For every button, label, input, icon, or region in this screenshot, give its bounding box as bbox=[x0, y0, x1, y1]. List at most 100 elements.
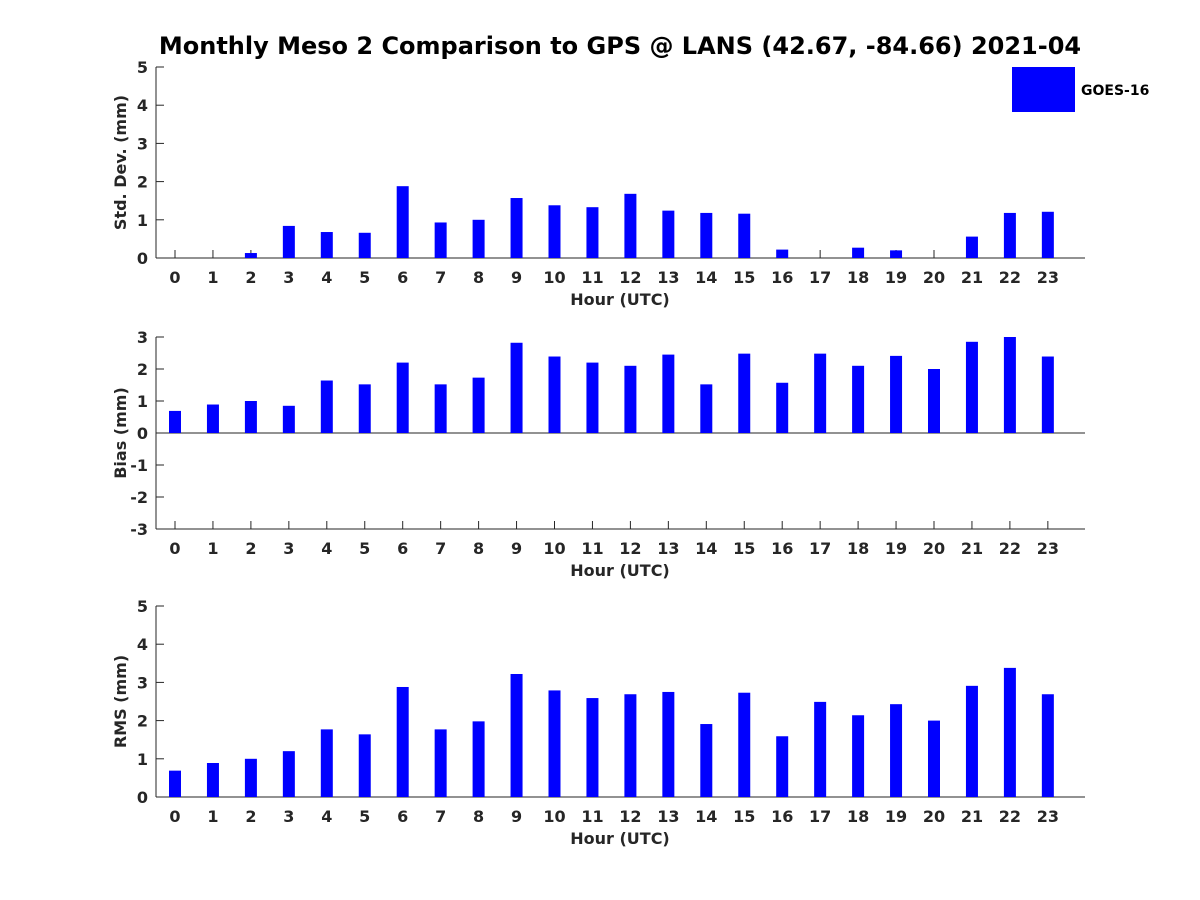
rms-bar-hour-8 bbox=[472, 721, 485, 797]
std-dev-bar-hour-22 bbox=[1003, 212, 1016, 258]
bias-bar-hour-16 bbox=[776, 382, 789, 433]
std-dev-y-tick-label: 4 bbox=[137, 96, 148, 115]
rms-bar-hour-6 bbox=[396, 686, 409, 797]
rms-bar-hour-22 bbox=[1003, 667, 1016, 797]
bias-bar-hour-1 bbox=[206, 404, 219, 433]
bias-bar-hour-19 bbox=[890, 355, 903, 433]
bias-bar-hour-11 bbox=[586, 362, 599, 433]
std-dev-x-tick-label: 11 bbox=[581, 268, 603, 287]
rms-bar-hour-18 bbox=[852, 715, 865, 797]
bias-x-tick-label: 10 bbox=[543, 539, 565, 558]
rms-x-tick-label: 6 bbox=[397, 807, 408, 826]
rms-bar-hour-23 bbox=[1041, 694, 1054, 797]
bias-x-tick-label: 19 bbox=[885, 539, 907, 558]
rms-y-axis-label: RMS (mm) bbox=[111, 655, 130, 748]
bias-x-tick-label: 3 bbox=[283, 539, 294, 558]
rms-bar-hour-15 bbox=[738, 692, 751, 797]
bias-x-tick-label: 12 bbox=[619, 539, 641, 558]
bias-x-tick-label: 16 bbox=[771, 539, 793, 558]
std-dev-bar-hour-10 bbox=[548, 205, 561, 258]
rms-x-tick-label: 15 bbox=[733, 807, 755, 826]
rms-x-tick-label: 13 bbox=[657, 807, 679, 826]
bias-bar-hour-5 bbox=[358, 384, 371, 433]
std-dev-x-tick-label: 23 bbox=[1037, 268, 1059, 287]
std-dev-x-tick-label: 17 bbox=[809, 268, 831, 287]
bias-bar-hour-7 bbox=[434, 384, 447, 433]
bias-bar-hour-0 bbox=[169, 410, 181, 433]
std-dev-x-tick-label: 12 bbox=[619, 268, 641, 287]
bias-y-tick-label: 2 bbox=[137, 360, 148, 379]
std-dev-bar-hour-16 bbox=[776, 249, 789, 258]
rms-bar-hour-4 bbox=[320, 729, 333, 797]
bias-x-tick-label: 23 bbox=[1037, 539, 1059, 558]
bias-bar-hour-17 bbox=[814, 353, 827, 433]
rms-bar-hour-7 bbox=[434, 729, 447, 797]
rms-bar-hour-9 bbox=[510, 673, 523, 797]
bias-x-tick-label: 21 bbox=[961, 539, 983, 558]
std-dev-bar-hour-21 bbox=[965, 236, 978, 258]
std-dev-x-axis-label: Hour (UTC) bbox=[570, 290, 670, 309]
std-dev-bar-hour-13 bbox=[662, 210, 675, 258]
rms-x-tick-label: 7 bbox=[435, 807, 446, 826]
bias-bar-hour-6 bbox=[396, 362, 409, 433]
bias-bar-hour-2 bbox=[244, 401, 257, 433]
rms-x-tick-label: 5 bbox=[359, 807, 370, 826]
legend: GOES-16 bbox=[1012, 67, 1149, 112]
std-dev-bar-hour-2 bbox=[244, 253, 257, 258]
bias-y-tick-label: 1 bbox=[137, 392, 148, 411]
rms-x-tick-label: 16 bbox=[771, 807, 793, 826]
bias-x-tick-label: 6 bbox=[397, 539, 408, 558]
std-dev-x-tick-label: 2 bbox=[245, 268, 256, 287]
bias-bar-hour-10 bbox=[548, 356, 561, 433]
std-dev-x-tick-label: 4 bbox=[321, 268, 332, 287]
std-dev-bar-hour-14 bbox=[700, 212, 713, 258]
bias-x-tick-label: 0 bbox=[169, 539, 180, 558]
rms-x-tick-label: 10 bbox=[543, 807, 565, 826]
bias-bar-hour-9 bbox=[510, 342, 523, 433]
std-dev-x-tick-label: 3 bbox=[283, 268, 294, 287]
bias-x-tick-label: 18 bbox=[847, 539, 869, 558]
std-dev-x-tick-label: 15 bbox=[733, 268, 755, 287]
std-dev-x-tick-label: 19 bbox=[885, 268, 907, 287]
bias-y-tick-label: -2 bbox=[130, 488, 148, 507]
std-dev-x-tick-label: 21 bbox=[961, 268, 983, 287]
rms-bar-hour-21 bbox=[965, 685, 978, 797]
rms-x-tick-label: 3 bbox=[283, 807, 294, 826]
bias-x-tick-label: 15 bbox=[733, 539, 755, 558]
bias-x-tick-label: 14 bbox=[695, 539, 717, 558]
rms-y-tick-label: 0 bbox=[137, 788, 148, 807]
bias-bar-hour-8 bbox=[472, 377, 485, 433]
rms-bar-hour-2 bbox=[244, 758, 257, 797]
bias-x-axis-label: Hour (UTC) bbox=[570, 561, 670, 580]
rms-bar-hour-5 bbox=[358, 734, 371, 797]
rms-y-tick-label: 5 bbox=[137, 597, 148, 616]
std-dev-x-tick-label: 13 bbox=[657, 268, 679, 287]
bias-x-tick-label: 17 bbox=[809, 539, 831, 558]
bias-x-tick-label: 5 bbox=[359, 539, 370, 558]
std-dev-bar-hour-12 bbox=[624, 193, 637, 258]
bias-x-tick-label: 2 bbox=[245, 539, 256, 558]
bias-bar-hour-22 bbox=[1003, 337, 1016, 433]
bias-bar-hour-3 bbox=[282, 405, 295, 433]
rms-x-tick-label: 1 bbox=[207, 807, 218, 826]
rms-y-tick-label: 2 bbox=[137, 712, 148, 731]
std-dev-y-tick-label: 1 bbox=[137, 211, 148, 230]
bias-bar-hour-23 bbox=[1041, 356, 1054, 433]
std-dev-x-tick-label: 16 bbox=[771, 268, 793, 287]
rms-bar-hour-3 bbox=[282, 751, 295, 797]
std-dev-bar-hour-3 bbox=[282, 225, 295, 258]
rms-x-axis-label: Hour (UTC) bbox=[570, 829, 670, 848]
std-dev-y-axis-label: Std. Dev. (mm) bbox=[111, 95, 130, 230]
legend-label: GOES-16 bbox=[1081, 83, 1149, 99]
bias-x-tick-label: 9 bbox=[511, 539, 522, 558]
std-dev-bar-hour-9 bbox=[510, 198, 523, 258]
std-dev-x-tick-label: 5 bbox=[359, 268, 370, 287]
std-dev-bar-hour-18 bbox=[852, 247, 865, 258]
rms-y-tick-label: 3 bbox=[137, 673, 148, 692]
std-dev-bar-hour-4 bbox=[320, 232, 333, 258]
std-dev-x-tick-label: 1 bbox=[207, 268, 218, 287]
rms-bar-hour-1 bbox=[206, 763, 219, 797]
std-dev-x-tick-label: 8 bbox=[473, 268, 484, 287]
